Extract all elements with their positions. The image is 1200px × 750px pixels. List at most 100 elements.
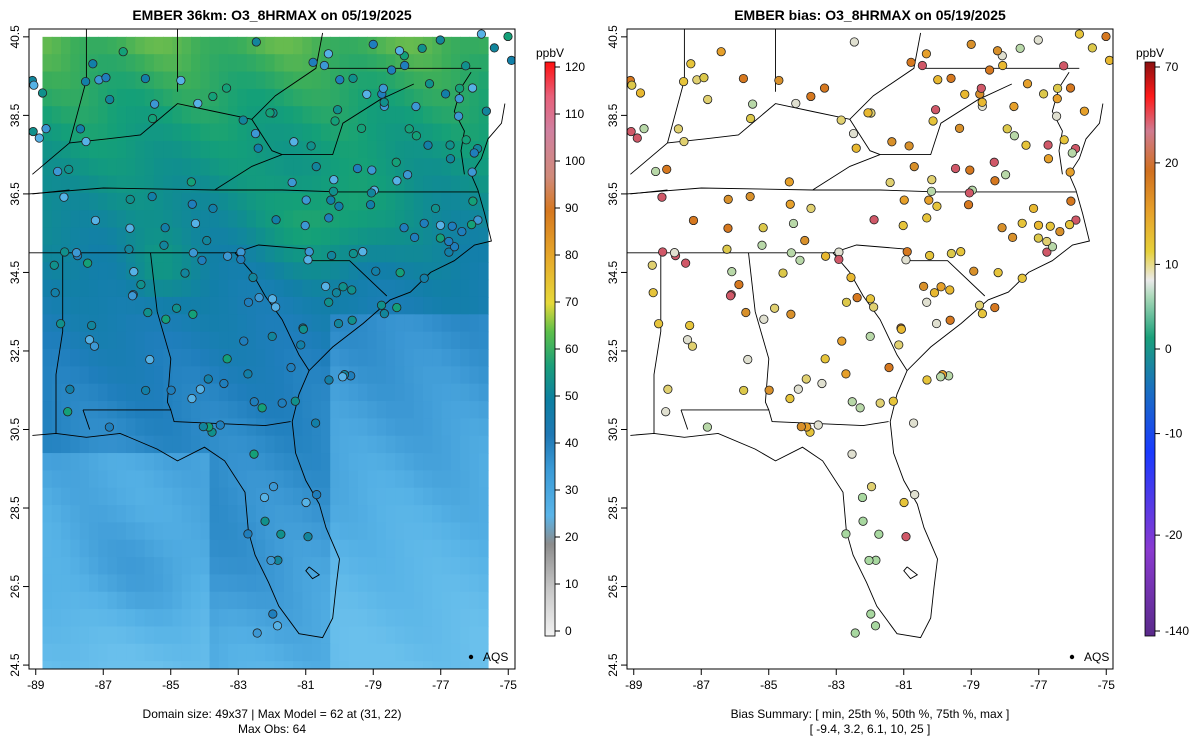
grid-cell: [79, 557, 90, 576]
grid-cell: [116, 574, 127, 593]
obs-point: [410, 232, 420, 242]
grid-cell: [441, 123, 452, 142]
grid-cell: [98, 418, 109, 437]
obs-point: [323, 49, 334, 59]
grid-cell: [61, 591, 71, 610]
grid-cell: [218, 557, 229, 576]
bias-point: [997, 223, 1007, 233]
grid-cell: [311, 106, 322, 125]
grid-cell: [469, 505, 480, 524]
grid-cell: [330, 331, 341, 350]
grid-cell: [302, 591, 313, 610]
grid-cell: [330, 574, 341, 593]
obs-point: [379, 97, 389, 107]
grid-cell: [191, 296, 201, 315]
grid-cell: [70, 54, 81, 73]
grid-cell: [293, 453, 303, 471]
grid-cell: [320, 643, 331, 662]
grid-cell: [79, 106, 90, 125]
grid-cell: [126, 435, 136, 454]
grid-cell: [413, 349, 424, 367]
grid-cell: [209, 349, 220, 367]
grid-cell: [293, 401, 303, 419]
grid-cell: [423, 522, 433, 541]
grid-cell: [209, 366, 220, 385]
grid-cell: [404, 539, 415, 558]
colorbar-tick-label: 10: [565, 577, 579, 591]
grid-cell: [88, 36, 99, 55]
grid-cell: [469, 453, 480, 471]
bias-point: [898, 220, 908, 231]
grid-cell: [70, 71, 81, 90]
grid-cell: [153, 244, 164, 263]
grid-cell: [423, 366, 433, 385]
obs-point: [89, 341, 100, 351]
grid-cell: [209, 609, 220, 628]
grid-cell: [283, 227, 294, 246]
grid-cell: [441, 383, 452, 402]
grid-cell: [255, 661, 266, 669]
grid-cell: [172, 435, 183, 454]
grid-cell: [320, 123, 331, 142]
grid-cell: [79, 349, 90, 367]
bias-point: [1009, 101, 1019, 112]
grid-cell: [413, 453, 424, 471]
bias-point: [1033, 220, 1044, 230]
grid-cell: [348, 661, 359, 669]
grid-cell: [70, 88, 81, 107]
grid-cell: [460, 626, 471, 645]
grid-cell: [116, 349, 127, 367]
grid-cell: [293, 626, 303, 645]
obs-point: [71, 248, 82, 258]
bias-point: [1047, 242, 1058, 252]
grid-cell: [478, 661, 489, 669]
grid-cell: [181, 54, 192, 73]
grid-cell: [330, 453, 341, 471]
grid-cell: [265, 487, 276, 506]
grid-cell: [450, 140, 461, 159]
grid-cell: [237, 418, 248, 437]
grid-cell: [246, 88, 257, 107]
bias-point: [632, 133, 642, 143]
grid-cell: [339, 227, 350, 246]
grid-cell: [265, 470, 276, 489]
bias-point: [925, 250, 935, 261]
grid-cell: [107, 296, 118, 315]
right-footer-line-1: Bias Summary: [ min, 25th %, 50th %, 75t…: [731, 707, 1010, 721]
grid-cell: [404, 470, 415, 489]
bias-point: [739, 385, 749, 396]
grid-cell: [200, 54, 211, 73]
grid-cell: [432, 262, 443, 281]
grid-cell: [358, 574, 368, 593]
grid-cell: [450, 470, 461, 489]
grid-cell: [237, 175, 248, 194]
grid-cell: [237, 401, 248, 419]
grid-cell: [265, 661, 276, 669]
colorbar-tick-label: 110: [565, 107, 584, 121]
grid-cell: [320, 192, 331, 211]
grid-cell: [70, 453, 81, 471]
grid-cell: [163, 539, 174, 558]
grid-cell: [367, 557, 378, 576]
grid-cell: [191, 487, 201, 506]
grid-cell: [274, 418, 285, 437]
grid-cell: [200, 435, 211, 454]
grid-cell: [126, 418, 136, 437]
obs-point: [176, 75, 186, 86]
grid-cell: [358, 106, 368, 125]
grid-cell: [61, 279, 71, 298]
grid-cell: [358, 383, 368, 402]
grid-cell: [469, 296, 480, 315]
grid-cell: [51, 470, 62, 489]
colorbar-tick-label: 10: [1165, 257, 1179, 271]
grid-cell: [200, 470, 211, 489]
grid-cell: [246, 192, 257, 211]
grid-cell: [293, 383, 303, 402]
grid-cell: [330, 626, 341, 645]
grid-cell: [339, 505, 350, 524]
obs-point: [352, 163, 363, 174]
obs-point: [469, 148, 479, 158]
grid-cell: [413, 418, 424, 437]
grid-cell: [348, 591, 359, 610]
grid-cell: [228, 661, 239, 669]
